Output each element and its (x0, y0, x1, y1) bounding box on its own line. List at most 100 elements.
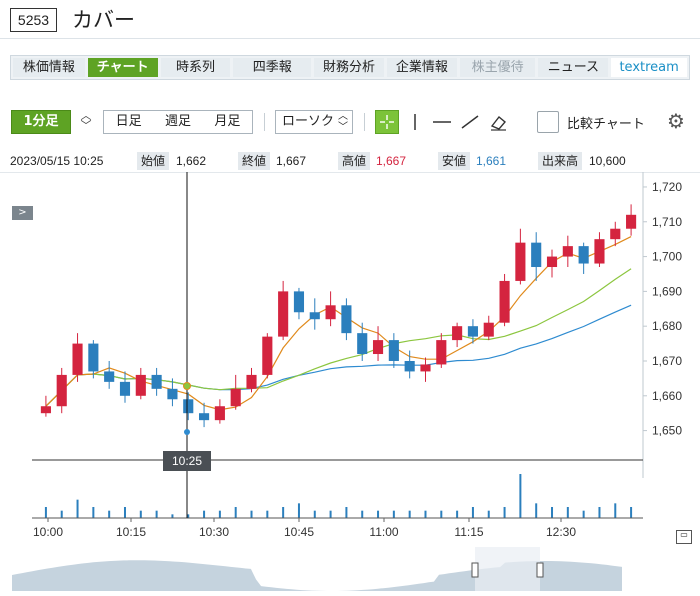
volume-bar (582, 510, 585, 518)
eraser-icon[interactable] (488, 113, 508, 135)
volume-bar (297, 503, 300, 518)
candle-body (262, 336, 273, 375)
candle-body (531, 242, 542, 268)
volume-bar (408, 510, 411, 518)
vertical-line-tool-icon[interactable] (412, 113, 418, 135)
high-label: 高値 (338, 152, 371, 170)
trend-line-tool-icon[interactable] (460, 113, 480, 135)
candle-body (72, 343, 83, 375)
candle-body (135, 374, 146, 396)
gear-icon[interactable]: ⚙ (667, 109, 685, 133)
navigator-handle-right (536, 562, 544, 578)
period-monthly-button[interactable]: 月足 (214, 114, 241, 129)
candle-body (452, 326, 463, 341)
y-tick-label: 1,700 (652, 250, 682, 264)
navigator-window (475, 547, 540, 591)
candle-body (499, 280, 510, 323)
tab-0[interactable]: 株価情報 (13, 58, 85, 77)
crosshair-time-badge (163, 451, 211, 471)
candle-body (230, 388, 241, 407)
candle-body (246, 374, 257, 389)
candle-body (88, 343, 99, 372)
period-daily-button[interactable]: 日足 (115, 114, 142, 129)
volume-bar (614, 503, 617, 518)
volume-label: 出来高 (538, 152, 583, 170)
candle-body (515, 242, 526, 281)
volume-bar (598, 507, 601, 518)
close-value: 1,667 (276, 154, 307, 168)
high-value: 1,667 (376, 154, 407, 168)
candle-body (610, 228, 621, 240)
chart-type-select[interactable]: ローソク ︿ ﹀ (275, 110, 353, 134)
crosshair-dot-long (184, 429, 190, 435)
volume-bar (171, 514, 174, 518)
candle-body (151, 374, 162, 389)
candle-body (483, 322, 494, 337)
info-divider (0, 172, 700, 173)
interval-stepper-icon[interactable]: ︿ ﹀ (80, 109, 92, 132)
volume-bar (108, 510, 111, 518)
crosshair-tool-button[interactable] (375, 110, 399, 134)
toolbar-divider (364, 113, 365, 131)
tab-5[interactable]: 企業情報 (386, 58, 457, 77)
candle-body (420, 364, 431, 372)
expand-icon[interactable]: > (12, 206, 33, 220)
candle-body (183, 399, 194, 414)
volume-bar (313, 510, 316, 518)
tab-7[interactable]: ニュース (538, 58, 609, 77)
period-weekly-button[interactable]: 週足 (164, 114, 191, 129)
volume-bar (203, 510, 206, 518)
header-divider (0, 38, 700, 39)
volume-bar (329, 510, 332, 518)
crosshair-icon (380, 115, 394, 129)
y-tick-label: 1,710 (652, 215, 682, 229)
y-tick-label: 1,690 (652, 284, 682, 298)
volume-bar (250, 510, 253, 518)
candle-body (388, 340, 399, 361)
candle-body (214, 406, 225, 421)
volume-bar (345, 507, 348, 518)
y-tick-label: 1,720 (652, 180, 682, 194)
candle-body (436, 340, 447, 365)
volume-bar (76, 499, 79, 518)
x-tick-label: 10:15 (116, 525, 146, 539)
candle-body (467, 326, 478, 337)
navigator-handle-left (471, 562, 479, 578)
ma-long-line (45, 304, 632, 407)
volume-bar (535, 503, 538, 518)
volume-bar (424, 510, 427, 518)
candle-body (309, 312, 320, 320)
tab-2[interactable]: 時系列 (160, 58, 231, 77)
volume-settings-icon[interactable]: ▭ (676, 530, 692, 544)
price-chart[interactable]: 1,650 1,660 1,670 1,680 1,690 1,700 1,710 1,720… (0, 172, 700, 596)
candle-body (626, 214, 637, 229)
candle-body (562, 246, 573, 257)
candle-body (278, 291, 289, 337)
volume-bar (392, 510, 395, 518)
candle-body (578, 246, 589, 264)
volume-value: 10,600 (589, 154, 626, 168)
crosshair-time-label: 10:25 (172, 454, 202, 468)
tab-1[interactable]: チャート (87, 58, 158, 77)
candle-body (119, 381, 131, 396)
low-value: 1,661 (476, 154, 507, 168)
volume-bar (218, 510, 221, 518)
ma-mid-line (45, 268, 632, 407)
tab-4[interactable]: 財務分析 (314, 58, 384, 77)
navigator-area (12, 560, 622, 591)
info-datetime: 2023/05/15 10:25 (10, 154, 104, 168)
candle-body (372, 340, 384, 355)
candle-body (341, 305, 352, 334)
tab-3[interactable]: 四季報 (233, 58, 312, 77)
candle-body (404, 360, 415, 372)
crosshair-dot (183, 382, 191, 390)
volume-bar (377, 510, 380, 518)
tab-8[interactable]: textream (611, 58, 687, 77)
interval-button[interactable]: 1分足 (11, 110, 71, 134)
open-label: 始値 (137, 152, 170, 170)
volume-bar (187, 514, 190, 518)
candle-body (104, 371, 115, 382)
volume-bar (503, 507, 506, 518)
compare-checkbox[interactable] (537, 111, 559, 133)
horizontal-line-tool-icon[interactable] (432, 113, 452, 135)
